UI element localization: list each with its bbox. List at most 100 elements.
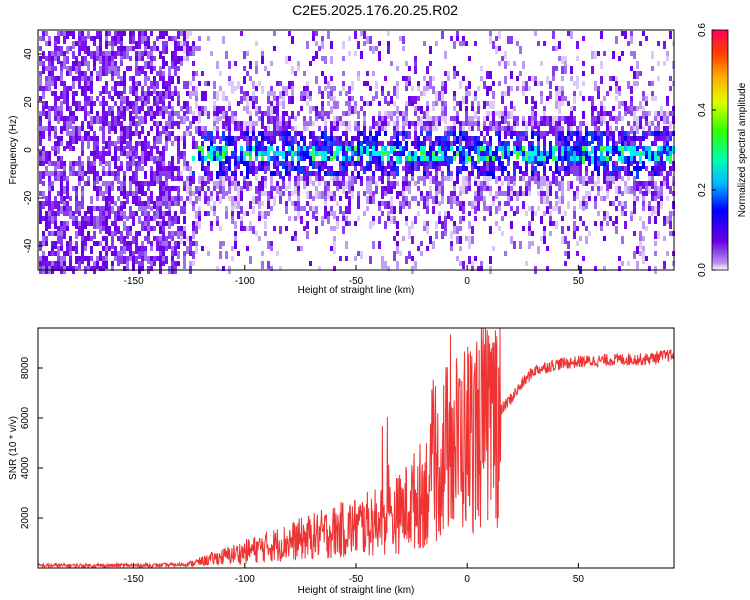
spectrogram-cell (96, 216, 99, 224)
spectrogram-cell (615, 86, 618, 94)
spectrogram-cell (120, 201, 123, 209)
spectrogram-cell (411, 196, 414, 201)
spectrogram-cell (114, 251, 117, 256)
spectrogram-cell (48, 36, 51, 41)
spectrogram-cell (48, 216, 51, 221)
spectrogram-cell (435, 171, 438, 179)
spectrogram-cell (291, 156, 294, 161)
spectrogram-cell (648, 121, 651, 126)
spectrogram-cell (249, 116, 252, 121)
spectrogram-cell (372, 96, 375, 101)
spectrogram-cell (252, 81, 255, 89)
spectrogram-cell (48, 61, 51, 69)
spectrogram-cell (81, 166, 84, 171)
spectrogram-cell (333, 141, 336, 146)
spectrogram-cell (342, 181, 345, 189)
spectrogram-cell (282, 141, 285, 146)
spectrogram-cell (228, 61, 231, 69)
spectrogram-cell (423, 201, 426, 209)
spectrogram-cell (225, 251, 228, 259)
spectrogram-cell (456, 166, 459, 171)
spectrogram-cell (666, 156, 669, 161)
spectrogram-cell (459, 186, 462, 194)
spectrogram-cell (402, 191, 405, 196)
spectrogram-cell (177, 121, 180, 129)
spectrogram-cell (483, 151, 486, 159)
spectrogram-cell (624, 131, 627, 136)
spectrogram-cell (168, 201, 171, 206)
spectrogram-cell (81, 71, 84, 76)
spectrogram-cell (555, 206, 558, 211)
spectrogram-cell (147, 181, 150, 189)
spectrogram-cell (450, 141, 453, 146)
spectrogram-y-tick-label: -40 (23, 238, 34, 253)
spectrogram-cell (192, 116, 195, 124)
spectrogram-cell (531, 141, 534, 146)
spectrogram-cell (120, 216, 123, 221)
spectrogram-cell (114, 51, 117, 59)
spectrogram-cell (378, 126, 381, 131)
spectrogram-cell (414, 166, 417, 171)
spectrogram-cell (315, 226, 318, 234)
spectrogram-cell (579, 161, 582, 166)
spectrogram-cell (147, 231, 150, 236)
spectrogram-cell (441, 186, 444, 194)
spectrogram-cell (126, 141, 129, 149)
spectrogram-cell (303, 181, 306, 189)
spectrogram-cell (603, 216, 606, 221)
spectrogram-cell (444, 51, 447, 59)
spectrogram-cell (426, 161, 429, 169)
spectrogram-cell (420, 176, 423, 181)
spectrogram-cell (441, 146, 444, 151)
spectrogram-cell (636, 171, 639, 179)
spectrogram-cell (432, 126, 435, 131)
spectrogram-cell (168, 166, 171, 171)
spectrogram-cell (174, 91, 177, 96)
spectrogram-cell (57, 201, 60, 206)
spectrogram-cell (141, 266, 144, 271)
spectrogram-cell (576, 176, 579, 181)
spectrogram-cell (528, 156, 531, 164)
spectrogram-cell (90, 81, 93, 86)
spectrogram-cell (456, 136, 459, 144)
spectrogram-cell (642, 106, 645, 111)
spectrogram-cell (609, 116, 612, 121)
spectrogram-cell (147, 51, 150, 59)
spectrogram-cell (96, 221, 99, 229)
spectrogram-cell (249, 61, 252, 69)
spectrogram-cell (642, 151, 645, 156)
spectrogram-cell (543, 181, 546, 186)
spectrogram-cell (480, 196, 483, 201)
spectrogram-cell (246, 121, 249, 129)
spectrogram-cell (156, 106, 159, 114)
spectrogram-cell (285, 111, 288, 116)
spectrogram-cell (507, 156, 510, 164)
spectrogram-cell (465, 86, 468, 94)
spectrogram-cell (201, 151, 204, 159)
spectrogram-cell (492, 91, 495, 99)
spectrogram-cell (273, 96, 276, 101)
spectrogram-cell (225, 136, 228, 144)
spectrogram-cell (612, 51, 615, 59)
spectrogram-cell (471, 226, 474, 234)
spectrogram-cell (129, 161, 132, 166)
spectrogram-cell (57, 251, 60, 259)
spectrogram-cell (102, 191, 105, 199)
spectrogram-cell (513, 126, 516, 131)
spectrogram-cell (39, 206, 42, 211)
spectrogram-cell (459, 216, 462, 224)
spectrogram-cell (87, 266, 90, 271)
spectrogram-cell (99, 46, 102, 51)
spectrogram-cell (375, 136, 378, 141)
spectrogram-cell (576, 41, 579, 49)
spectrogram-cell (450, 246, 453, 251)
spectrogram-cell (141, 141, 144, 146)
spectrogram-cell (468, 171, 471, 176)
spectrogram-cell (363, 211, 366, 216)
spectrogram-cell (288, 136, 291, 141)
spectrogram-cell (132, 131, 135, 136)
snr-x-tick-label: -100 (235, 574, 255, 585)
spectrogram-cell (450, 231, 453, 239)
spectrogram-cell (252, 171, 255, 176)
spectrogram-cell (576, 171, 579, 179)
